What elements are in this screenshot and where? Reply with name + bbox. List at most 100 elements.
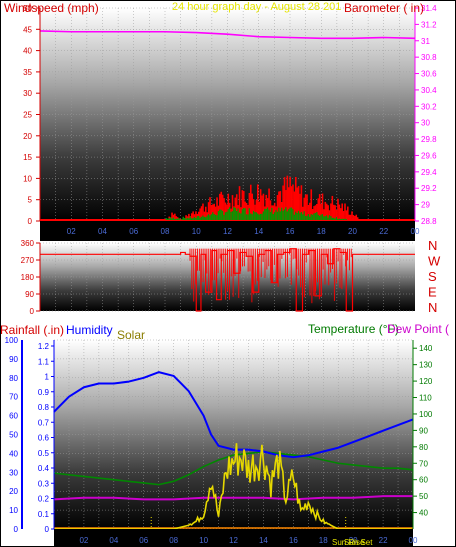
humidity-tick-label: 20 bbox=[9, 487, 18, 496]
wind-x-tick-label: 04 bbox=[98, 227, 107, 236]
wind-y-tick-label: 25 bbox=[23, 111, 32, 120]
rain-tick-label: 0.7 bbox=[38, 418, 50, 427]
wind-x-tick-label: 18 bbox=[317, 227, 326, 236]
wind-y-tick-label: 5 bbox=[28, 196, 33, 205]
temperature-tick-label: 70 bbox=[419, 459, 428, 468]
wind-y-tick-label: 10 bbox=[23, 174, 32, 183]
rain-tick-label: 1.1 bbox=[38, 357, 50, 366]
barometer-tick-label: 29.8 bbox=[421, 135, 437, 144]
direction-tick-label: 180 bbox=[21, 273, 35, 282]
barometer-tick-label: 31.2 bbox=[421, 20, 437, 29]
barometer-tick-label: 29.6 bbox=[421, 151, 437, 160]
rain-tick-label: 0.1 bbox=[38, 510, 50, 519]
dewpoint-line bbox=[53, 495, 413, 501]
climate-axes: 0 10 20 30 40 50 60 70 80 90 100 0 0.1 0.2 0.3 0.4 0.5 0.… bbox=[5, 336, 433, 534]
barometer-tick-label: 30.2 bbox=[421, 102, 437, 111]
temperature-tick-label: 140 bbox=[419, 344, 433, 353]
humidity-axis-title: Humidity bbox=[66, 323, 113, 337]
temperature-axis-title: Temperature (°F) bbox=[308, 322, 399, 336]
climate-x-tick-label: 02 bbox=[79, 536, 88, 545]
wind-y-tick-label: 20 bbox=[23, 132, 32, 141]
barometer-tick-label: 29.2 bbox=[421, 184, 437, 193]
temperature-tick-label: 100 bbox=[419, 410, 433, 419]
compass-label: E bbox=[428, 285, 437, 300]
sunset-label: Sun Set bbox=[344, 538, 373, 547]
compass-label: S bbox=[428, 269, 437, 284]
direction-series bbox=[40, 248, 415, 312]
direction-tick-label: 270 bbox=[21, 256, 35, 265]
humidity-tick-label: 70 bbox=[9, 393, 18, 402]
climate-panel-background bbox=[54, 340, 413, 529]
barometer-tick-label: 30.4 bbox=[421, 86, 437, 95]
humidity-tick-label: 10 bbox=[9, 506, 18, 515]
barometer-tick-label: 30 bbox=[421, 119, 430, 128]
climate-x-tick-label: 00 bbox=[409, 536, 418, 545]
rain-tick-label: 0.2 bbox=[38, 495, 50, 504]
compass-label: N bbox=[428, 238, 437, 253]
wind-x-ticks: 02 04 06 08 10 12 14 16 18 20 22 00 bbox=[67, 227, 420, 236]
wind-x-tick-label: 16 bbox=[286, 227, 295, 236]
wind-x-tick-label: 14 bbox=[254, 227, 263, 236]
rain-tick-label: 0 bbox=[45, 525, 50, 534]
climate-x-tick-label: 14 bbox=[259, 536, 268, 545]
temperature-tick-label: 60 bbox=[419, 476, 428, 485]
climate-x-tick-label: 10 bbox=[199, 536, 208, 545]
humidity-tick-label: 40 bbox=[9, 449, 18, 458]
barometer-tick-label: 31 bbox=[421, 37, 430, 46]
direction-tick-label: 360 bbox=[21, 239, 35, 248]
rain-tick-label: 0.4 bbox=[38, 464, 50, 473]
climate-x-axis-band bbox=[54, 529, 413, 546]
temperature-tick-label: 110 bbox=[419, 394, 432, 403]
windspeed-axis-title: Windspeed (mph) bbox=[4, 1, 99, 15]
temperature-line bbox=[53, 450, 414, 486]
rain-tick-label: 0.9 bbox=[38, 388, 50, 397]
climate-x-tick-label: 08 bbox=[169, 536, 178, 545]
rain-tick-label: 1 bbox=[45, 373, 50, 382]
humidity-tick-label: 60 bbox=[9, 412, 18, 421]
climate-x-tick-label: 06 bbox=[139, 536, 148, 545]
climate-x-tick-label: 22 bbox=[379, 536, 388, 545]
temperature-tick-label: 40 bbox=[419, 509, 428, 518]
compass-label: N bbox=[428, 300, 437, 315]
wind-y-tick-label: 15 bbox=[23, 153, 32, 162]
humidity-tick-label: 90 bbox=[9, 355, 18, 364]
humidity-tick-label: 0 bbox=[14, 525, 19, 534]
humidity-tick-label: 50 bbox=[9, 431, 18, 440]
barometer-tick-label: 31.4 bbox=[421, 4, 437, 13]
wind-x-tick-label: 12 bbox=[223, 227, 232, 236]
temperature-tick-label: 120 bbox=[419, 377, 433, 386]
rain-tick-label: 0.3 bbox=[38, 479, 50, 488]
barometer-tick-label: 28.8 bbox=[421, 217, 437, 226]
wind-axes: 0 5 10 15 20 25 30 35 40 45 50 28.8 29 29.2 29.4 29.6 29… bbox=[23, 4, 437, 226]
wind-x-tick-label: 06 bbox=[129, 227, 138, 236]
wind-y-tick-label: 35 bbox=[23, 68, 32, 77]
temperature-tick-label: 50 bbox=[419, 492, 428, 501]
rain-tick-label: 0.8 bbox=[38, 403, 50, 412]
barometer-axis-title: Barometer ( in) bbox=[344, 1, 424, 15]
wind-y-tick-label: 30 bbox=[23, 89, 32, 98]
temperature-tick-label: 130 bbox=[419, 361, 433, 370]
humidity-tick-label: 100 bbox=[5, 336, 19, 345]
climate-x-tick-label: 20 bbox=[349, 536, 358, 545]
barometer-tick-label: 29.4 bbox=[421, 168, 437, 177]
wind-series bbox=[39, 30, 416, 221]
climate-x-tick-label: 04 bbox=[109, 536, 118, 545]
wind-x-tick-label: 22 bbox=[379, 227, 388, 236]
direction-tick-label: 0 bbox=[30, 307, 35, 316]
rain-tick-label: 1.2 bbox=[38, 342, 50, 351]
climate-x-tick-label: 12 bbox=[229, 536, 238, 545]
wind-x-tick-label: 10 bbox=[192, 227, 201, 236]
barometer-tick-label: 29 bbox=[421, 201, 430, 210]
wind-x-tick-label: 00 bbox=[411, 227, 420, 236]
wind-y-tick-label: 0 bbox=[28, 217, 33, 226]
compass-label: W bbox=[428, 254, 441, 269]
rain-tick-label: 0.5 bbox=[38, 449, 50, 458]
graph-title: 24 hour graph day - August 28 201 bbox=[172, 1, 341, 13]
dewpoint-axis-title: Dew Point ( bbox=[387, 322, 449, 336]
wind-y-tick-label: 50 bbox=[23, 4, 32, 13]
rain-tick-label: 0.6 bbox=[38, 434, 50, 443]
wind-y-tick-label: 40 bbox=[23, 47, 32, 56]
barometer-tick-label: 30.6 bbox=[421, 70, 437, 79]
humidity-line bbox=[53, 371, 414, 459]
